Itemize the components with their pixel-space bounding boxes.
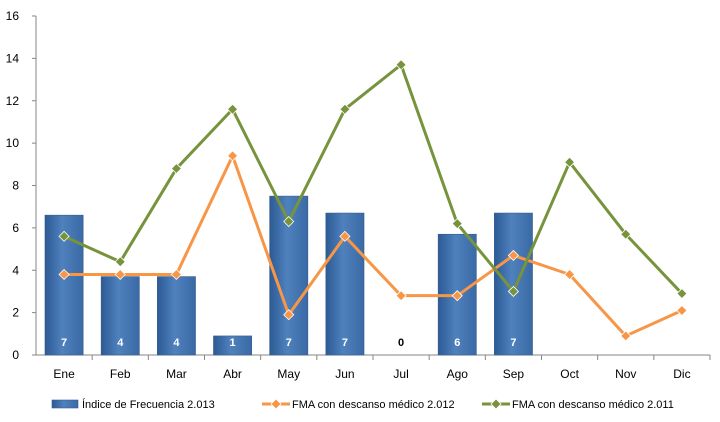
x-tick-label: Feb — [110, 367, 131, 381]
y-tick-label: 14 — [6, 51, 20, 65]
line-point — [451, 218, 463, 230]
legend-label: Índice de Frecuencia 2.013 — [82, 398, 215, 411]
y-tick-label: 0 — [12, 348, 19, 362]
x-tick-label: Ago — [447, 367, 469, 381]
x-tick-label: Oct — [560, 367, 579, 381]
bar-series — [44, 195, 533, 356]
line-point — [507, 285, 519, 298]
line-point — [676, 287, 688, 300]
y-tick-label: 2 — [12, 306, 19, 320]
y-tick-label: 6 — [12, 221, 19, 235]
line-point — [507, 249, 519, 261]
line-point — [620, 330, 632, 342]
y-tick-label: 12 — [6, 94, 20, 108]
legend-swatch — [51, 399, 79, 409]
x-tick-label: Mar — [166, 367, 187, 381]
x-tick-label: Abr — [223, 367, 242, 381]
line-point — [58, 230, 70, 242]
legend: Índice de Frecuencia 2.013 FMA con descan… — [51, 398, 674, 411]
line-point — [620, 228, 632, 240]
bar-data-label: 4 — [117, 337, 124, 349]
bar — [100, 276, 140, 356]
bar — [494, 212, 533, 356]
x-tick-label: Dic — [673, 367, 690, 381]
x-tick-label: Nov — [615, 367, 636, 381]
bar-data-labels: 7 4 4 1 7 7 0 6 7 — [61, 337, 516, 349]
x-tick-label: Ene — [53, 367, 75, 381]
line-point — [283, 215, 295, 228]
legend-label: FMA con descanso médico 2.012 — [292, 399, 455, 411]
bar-data-label: 7 — [286, 337, 292, 349]
bar-data-label: 0 — [398, 337, 404, 349]
y-tick-label: 10 — [6, 136, 20, 150]
line-point — [58, 268, 70, 281]
legend-marker — [490, 398, 502, 410]
bar-data-label: 7 — [61, 337, 67, 349]
line-point — [114, 256, 126, 268]
bar — [157, 276, 196, 356]
line-point — [227, 150, 239, 162]
y-tick-label: 4 — [12, 263, 19, 277]
line-point — [564, 156, 576, 168]
line-point — [339, 103, 351, 115]
bar-data-label: 7 — [342, 337, 348, 349]
line-point — [170, 162, 182, 175]
line-point — [395, 59, 407, 71]
x-tick-label: Jun — [335, 367, 354, 381]
bar — [213, 335, 252, 356]
bar-data-label: 4 — [173, 337, 180, 349]
x-tick-label: May — [277, 367, 300, 381]
legend-marker — [270, 398, 282, 410]
line-series — [58, 59, 688, 342]
x-tick-label: Jul — [393, 367, 408, 381]
line-point — [451, 290, 463, 302]
x-tick-label: Sep — [503, 367, 525, 381]
line-point — [564, 268, 576, 281]
line-point — [283, 309, 295, 321]
bar-data-label: 6 — [454, 337, 460, 349]
bar-data-label: 7 — [510, 337, 516, 349]
line-point — [170, 268, 182, 281]
line-series-path — [64, 154, 683, 338]
line-series-path — [63, 63, 684, 295]
line-point — [676, 304, 688, 317]
bar-data-label: 1 — [230, 337, 236, 349]
y-tick-label: 16 — [6, 9, 20, 23]
line-point — [227, 103, 239, 115]
legend-label: FMA con descanso médico 2.011 — [512, 399, 674, 411]
line-point — [339, 230, 351, 242]
line-point — [395, 290, 407, 302]
y-tick-label: 8 — [12, 179, 19, 193]
line-point — [114, 268, 126, 281]
